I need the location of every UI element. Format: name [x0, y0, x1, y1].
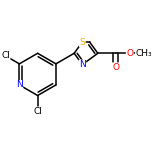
Text: CH₃: CH₃: [136, 49, 152, 58]
Text: O: O: [112, 63, 119, 72]
Text: O: O: [126, 49, 133, 58]
Text: S: S: [79, 38, 85, 47]
Text: N: N: [79, 60, 86, 69]
Text: N: N: [16, 80, 23, 89]
Text: Cl: Cl: [1, 51, 10, 60]
Text: Cl: Cl: [33, 107, 42, 116]
